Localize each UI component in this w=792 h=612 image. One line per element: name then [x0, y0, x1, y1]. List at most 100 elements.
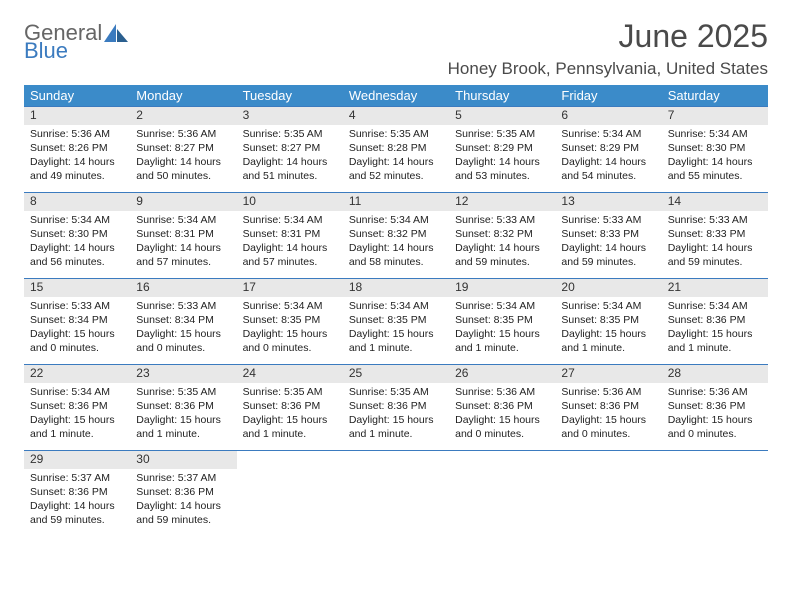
sunrise-line: Sunrise: 5:36 AM: [668, 385, 762, 399]
day-number-cell: [237, 451, 343, 469]
content-row: Sunrise: 5:36 AMSunset: 8:26 PM Daylight:…: [24, 125, 768, 193]
day-content-cell: Sunrise: 5:34 AMSunset: 8:29 PMDaylight:…: [555, 125, 661, 193]
day-number-cell: 4: [343, 107, 449, 125]
daylight-line: Daylight: 15 hours and 1 minute.: [30, 413, 124, 441]
sunrise-line: Sunrise: 5:33 AM: [561, 213, 655, 227]
daylight-line: Daylight: 14 hours and 56 minutes.: [30, 241, 124, 269]
day-number-cell: 21: [662, 279, 768, 297]
day-content-cell: Sunrise: 5:33 AMSunset: 8:34 PMDaylight:…: [24, 297, 130, 365]
daylight-line: Daylight: 14 hours and 54 minutes.: [561, 155, 655, 183]
weekday-header: Wednesday: [343, 85, 449, 107]
day-content-cell: Sunrise: 5:37 AMSunset: 8:36 PMDaylight:…: [130, 469, 236, 537]
sunset-line: Sunset: 8:30 PM: [30, 227, 124, 241]
sunrise-line: Sunrise: 5:34 AM: [136, 213, 230, 227]
sunrise-line: Sunrise: 5:36 AM: [30, 127, 124, 141]
daylight-line: Daylight: 15 hours and 0 minutes.: [30, 327, 124, 355]
sunset-line: Sunset: 8:26 PM: [30, 141, 124, 155]
daylight-line: Daylight: 14 hours and 59 minutes.: [455, 241, 549, 269]
weekday-header: Saturday: [662, 85, 768, 107]
daylight-line: Daylight: 15 hours and 1 minute.: [349, 327, 443, 355]
sunrise-line: Sunrise: 5:35 AM: [136, 385, 230, 399]
day-number-cell: 27: [555, 365, 661, 383]
sunset-line: Sunset: 8:36 PM: [668, 399, 762, 413]
daylight-line: Daylight: 14 hours and 50 minutes.: [136, 155, 230, 183]
daylight-line: Daylight: 15 hours and 1 minute.: [668, 327, 762, 355]
content-row: Sunrise: 5:33 AMSunset: 8:34 PMDaylight:…: [24, 297, 768, 365]
daylight-line: Daylight: 14 hours and 57 minutes.: [243, 241, 337, 269]
day-content-cell: Sunrise: 5:35 AMSunset: 8:36 PMDaylight:…: [343, 383, 449, 451]
sunset-line: Sunset: 8:36 PM: [136, 399, 230, 413]
day-content-cell: Sunrise: 5:34 AMSunset: 8:32 PMDaylight:…: [343, 211, 449, 279]
day-content-cell: Sunrise: 5:34 AMSunset: 8:35 PMDaylight:…: [343, 297, 449, 365]
daylight-line: Daylight: 15 hours and 0 minutes.: [561, 413, 655, 441]
daylight-line: Daylight: 15 hours and 0 minutes.: [455, 413, 549, 441]
daylight-line: Daylight: 15 hours and 1 minute.: [349, 413, 443, 441]
sunrise-line: Sunrise: 5:34 AM: [243, 213, 337, 227]
sunrise-line: Sunrise: 5:37 AM: [30, 471, 124, 485]
daylight-line: Daylight: 14 hours and 52 minutes.: [349, 155, 443, 183]
weekday-header: Friday: [555, 85, 661, 107]
sunrise-line: Sunrise: 5:33 AM: [30, 299, 124, 313]
day-number-cell: 29: [24, 451, 130, 469]
sunrise-line: Sunrise: 5:35 AM: [349, 385, 443, 399]
sunset-line: Sunset: 8:36 PM: [136, 485, 230, 499]
day-content-cell: Sunrise: 5:34 AMSunset: 8:36 PMDaylight:…: [662, 297, 768, 365]
day-content-cell: [555, 469, 661, 537]
sunset-line: Sunset: 8:36 PM: [30, 485, 124, 499]
sunset-line: Sunset: 8:36 PM: [668, 313, 762, 327]
daylight-line: Daylight: 14 hours and 57 minutes.: [136, 241, 230, 269]
sunrise-line: Sunrise: 5:34 AM: [561, 299, 655, 313]
logo: General Blue: [24, 18, 128, 62]
day-content-cell: [449, 469, 555, 537]
day-number-cell: 24: [237, 365, 343, 383]
daynum-row: 22232425262728: [24, 365, 768, 383]
sunset-line: Sunset: 8:27 PM: [243, 141, 337, 155]
sunrise-line: Sunrise: 5:34 AM: [30, 213, 124, 227]
day-content-cell: Sunrise: 5:34 AMSunset: 8:35 PMDaylight:…: [237, 297, 343, 365]
day-number-cell: 30: [130, 451, 236, 469]
day-number-cell: 22: [24, 365, 130, 383]
sunrise-line: Sunrise: 5:35 AM: [243, 127, 337, 141]
content-row: Sunrise: 5:34 AMSunset: 8:30 PMDaylight:…: [24, 211, 768, 279]
day-content-cell: [343, 469, 449, 537]
day-number-cell: 16: [130, 279, 236, 297]
daylight-line: Daylight: 15 hours and 0 minutes.: [668, 413, 762, 441]
day-content-cell: Sunrise: 5:34 AMSunset: 8:35 PMDaylight:…: [449, 297, 555, 365]
sunrise-line: Sunrise: 5:34 AM: [455, 299, 549, 313]
sunset-line: Sunset: 8:33 PM: [561, 227, 655, 241]
day-number-cell: 5: [449, 107, 555, 125]
sunrise-line: Sunrise: 5:36 AM: [561, 385, 655, 399]
location-text: Honey Brook, Pennsylvania, United States: [448, 59, 768, 79]
sunset-line: Sunset: 8:34 PM: [30, 313, 124, 327]
daylight-line: Daylight: 15 hours and 0 minutes.: [136, 327, 230, 355]
daylight-line: Daylight: 14 hours and 59 minutes.: [136, 499, 230, 527]
daylight-line: Daylight: 14 hours and 59 minutes.: [30, 499, 124, 527]
weekday-header: Thursday: [449, 85, 555, 107]
day-content-cell: Sunrise: 5:35 AMSunset: 8:36 PMDaylight:…: [237, 383, 343, 451]
sunrise-line: Sunrise: 5:34 AM: [349, 213, 443, 227]
sunset-line: Sunset: 8:35 PM: [561, 313, 655, 327]
daynum-row: 15161718192021: [24, 279, 768, 297]
day-content-cell: Sunrise: 5:34 AMSunset: 8:35 PMDaylight:…: [555, 297, 661, 365]
daylight-line: Daylight: 15 hours and 1 minute.: [136, 413, 230, 441]
sunset-line: Sunset: 8:36 PM: [349, 399, 443, 413]
day-content-cell: Sunrise: 5:36 AMSunset: 8:27 PMDaylight:…: [130, 125, 236, 193]
sunrise-line: Sunrise: 5:35 AM: [349, 127, 443, 141]
day-content-cell: Sunrise: 5:36 AMSunset: 8:36 PMDaylight:…: [555, 383, 661, 451]
daylight-line: Daylight: 14 hours and 55 minutes.: [668, 155, 762, 183]
day-content-cell: [237, 469, 343, 537]
day-content-cell: Sunrise: 5:35 AMSunset: 8:27 PMDaylight:…: [237, 125, 343, 193]
sunset-line: Sunset: 8:35 PM: [243, 313, 337, 327]
day-number-cell: 7: [662, 107, 768, 125]
day-content-cell: Sunrise: 5:36 AMSunset: 8:36 PMDaylight:…: [449, 383, 555, 451]
sunset-line: Sunset: 8:29 PM: [455, 141, 549, 155]
sunrise-line: Sunrise: 5:33 AM: [136, 299, 230, 313]
day-number-cell: 25: [343, 365, 449, 383]
daynum-row: 1234567: [24, 107, 768, 125]
daylight-line: Daylight: 14 hours and 59 minutes.: [668, 241, 762, 269]
sunrise-line: Sunrise: 5:33 AM: [455, 213, 549, 227]
sunrise-line: Sunrise: 5:35 AM: [455, 127, 549, 141]
day-number-cell: 14: [662, 193, 768, 211]
day-number-cell: 23: [130, 365, 236, 383]
sunset-line: Sunset: 8:36 PM: [561, 399, 655, 413]
